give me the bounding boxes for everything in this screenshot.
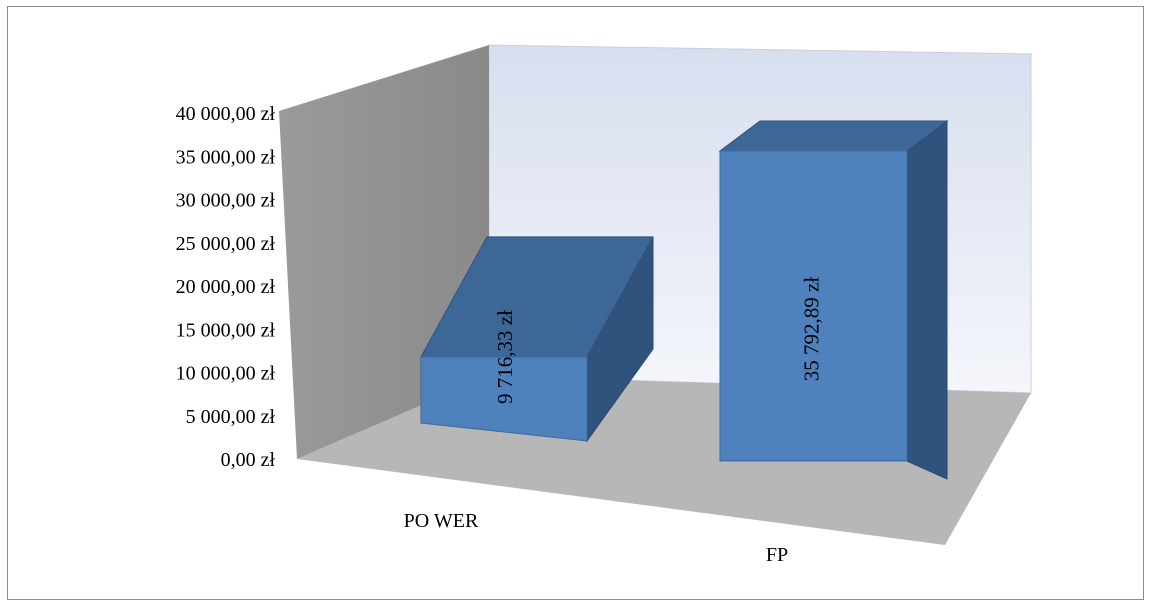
bar-front xyxy=(420,356,588,442)
data-label: 35 792,89 zł xyxy=(799,277,823,382)
y-tick-label: 25 000,00 zł xyxy=(176,233,276,255)
data-label: 9 716,33 zł xyxy=(493,310,517,404)
bar-top xyxy=(718,120,949,152)
y-tick-label: 35 000,00 zł xyxy=(176,146,276,168)
y-tick-label: 15 000,00 zł xyxy=(176,319,276,341)
y-tick-label: 0,00 zł xyxy=(221,449,276,471)
category-label: PO WER xyxy=(404,510,479,532)
bar-2: 35 792,89 zł xyxy=(718,120,949,480)
bar-1: 9 716,33 zł xyxy=(420,236,654,443)
bar-front xyxy=(719,150,908,462)
y-tick-label: 30 000,00 zł xyxy=(176,190,276,212)
category-label: FP xyxy=(766,544,788,566)
bar-side xyxy=(906,120,948,480)
category-labels: PO WER FP xyxy=(404,510,788,566)
y-tick-label: 5 000,00 zł xyxy=(186,406,276,428)
bars: 9 716,33 zł 35 792,89 zł xyxy=(420,120,949,480)
y-tick-label: 10 000,00 zł xyxy=(176,363,276,385)
y-tick-label: 40 000,00 zł xyxy=(176,103,276,125)
chart-frame: 0,00 zł 5 000,00 zł 10 000,00 zł 15 000,00 … xyxy=(7,6,1144,600)
chart-plot: 0,00 zł 5 000,00 zł 10 000,00 zł 15 000,00 … xyxy=(176,44,1032,566)
y-tick-label: 20 000,00 zł xyxy=(176,276,276,298)
y-axis-ticks: 0,00 zł 5 000,00 zł 10 000,00 zł 15 000,00 … xyxy=(176,103,276,471)
